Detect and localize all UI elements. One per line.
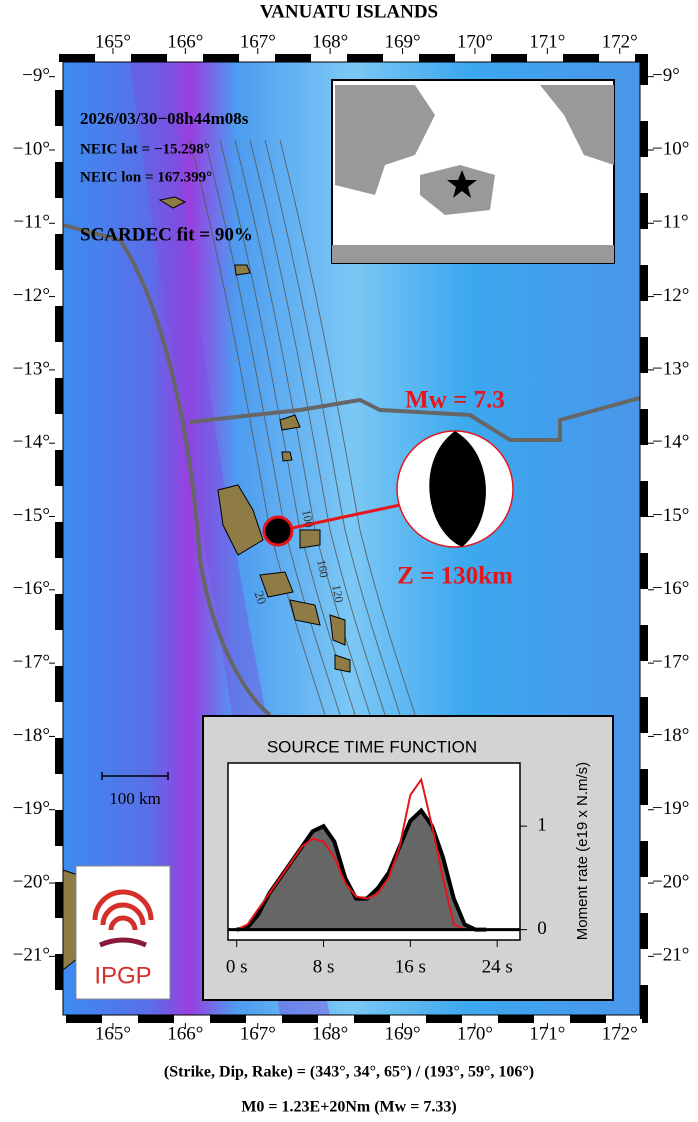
lon-label: 167° [240, 1023, 276, 1044]
lat-label: −12° [13, 285, 50, 306]
lat-label: −11° [13, 212, 50, 233]
lat-label: −17° [13, 651, 50, 672]
world-land [332, 85, 614, 263]
contour-label: 100 [299, 509, 316, 529]
origin-time: 2026/03/30−08h44m08s [80, 109, 249, 128]
lon-label: 171° [529, 1023, 565, 1044]
y-tick-label: 0 [537, 918, 547, 939]
moment: M0 = 1.23E+20Nm (Mw = 7.33) [241, 1099, 456, 1116]
lon-label: 169° [384, 1023, 420, 1044]
x-tick-label: 24 s [482, 956, 513, 977]
contour-label: 20 [251, 589, 270, 606]
lon-label: 172° [602, 31, 638, 52]
connector [277, 503, 401, 533]
lon-label: 165° [95, 31, 131, 52]
lat-label: −13° [13, 358, 50, 379]
scale-bar [101, 772, 169, 780]
lat-label: −14° [13, 432, 50, 453]
lat-label: −15° [13, 505, 50, 526]
plate-boundary [62, 223, 272, 717]
logo-box [75, 865, 171, 1000]
beachball-compression [429, 431, 486, 547]
lat-label: −15° [652, 505, 689, 526]
lon-label: 166° [167, 1023, 203, 1044]
lon-label: 172° [602, 1023, 638, 1044]
area-fill [236, 810, 487, 930]
logo-text: IPGP [94, 962, 151, 989]
map: 2026/03/30−08h44m08s NEIC lat = −15.298°… [62, 62, 641, 1015]
map-border [55, 54, 648, 1023]
contour-label: 160 [314, 559, 331, 579]
lon-label: 166° [167, 31, 203, 52]
lon-label: 169° [384, 31, 420, 52]
y-tick-label: 1 [537, 814, 547, 835]
epicenter-star [447, 170, 477, 198]
lat-label: −16° [652, 578, 689, 599]
lat-label: −10° [652, 138, 689, 159]
lon-label: 168° [312, 31, 348, 52]
lat-label: −14° [652, 432, 689, 453]
lat-label: −12° [652, 285, 689, 306]
x-tick-label: 0 s [226, 956, 248, 977]
lat-label: −18° [13, 725, 50, 746]
lon-label: 170° [457, 31, 493, 52]
lat-label: −20° [13, 871, 50, 892]
lat-label: −16° [13, 578, 50, 599]
lat-label: −11° [652, 212, 689, 233]
lon-label: 168° [312, 1023, 348, 1044]
lon-label: 170° [457, 1023, 493, 1044]
lat-label: −18° [652, 725, 689, 746]
x-tick-label: 8 s [313, 956, 335, 977]
scale-label: 100 km [109, 789, 160, 808]
logo-mark [92, 889, 154, 948]
fit: SCARDEC fit = 90% [80, 224, 253, 245]
chart-title: SOURCE TIME FUNCTION [267, 737, 477, 756]
lon-label: 165° [95, 1023, 131, 1044]
event-lat: NEIC lat = −15.298° [80, 141, 210, 157]
x-tick-label: 16 s [395, 956, 426, 977]
lat-label: −10° [13, 138, 50, 159]
event-lon: NEIC lon = 167.399° [80, 169, 212, 185]
lat-label: −9° [22, 65, 50, 86]
magnitude: Mw = 7.3 [405, 387, 505, 414]
epicenter [262, 515, 294, 547]
y-axis-label: Moment rate (e19 x N.m/s) [574, 762, 591, 940]
series-line [236, 777, 487, 931]
lat-label: −20° [652, 871, 689, 892]
lat-label: −13° [652, 358, 689, 379]
lat-label: −19° [13, 798, 50, 819]
lat-label: −21° [652, 945, 689, 966]
lat-label: −21° [13, 945, 50, 966]
title: VANUATU ISLANDS [260, 1, 438, 22]
mechanism: (Strike, Dip, Rake) = (343°, 34°, 65°) /… [164, 1064, 534, 1081]
lon-label: 167° [240, 31, 276, 52]
plate-boundary [189, 396, 641, 442]
stf-panel: SOURCE TIME FUNCTION Moment rate (e19 x … [202, 715, 614, 1001]
lon-label: 171° [529, 31, 565, 52]
depth: Z = 130km [397, 563, 513, 590]
contour-label: 120 [329, 584, 346, 604]
lat-label: −9° [652, 65, 680, 86]
plot-frame [227, 762, 521, 941]
lat-label: −17° [652, 651, 689, 672]
lat-label: −19° [652, 798, 689, 819]
